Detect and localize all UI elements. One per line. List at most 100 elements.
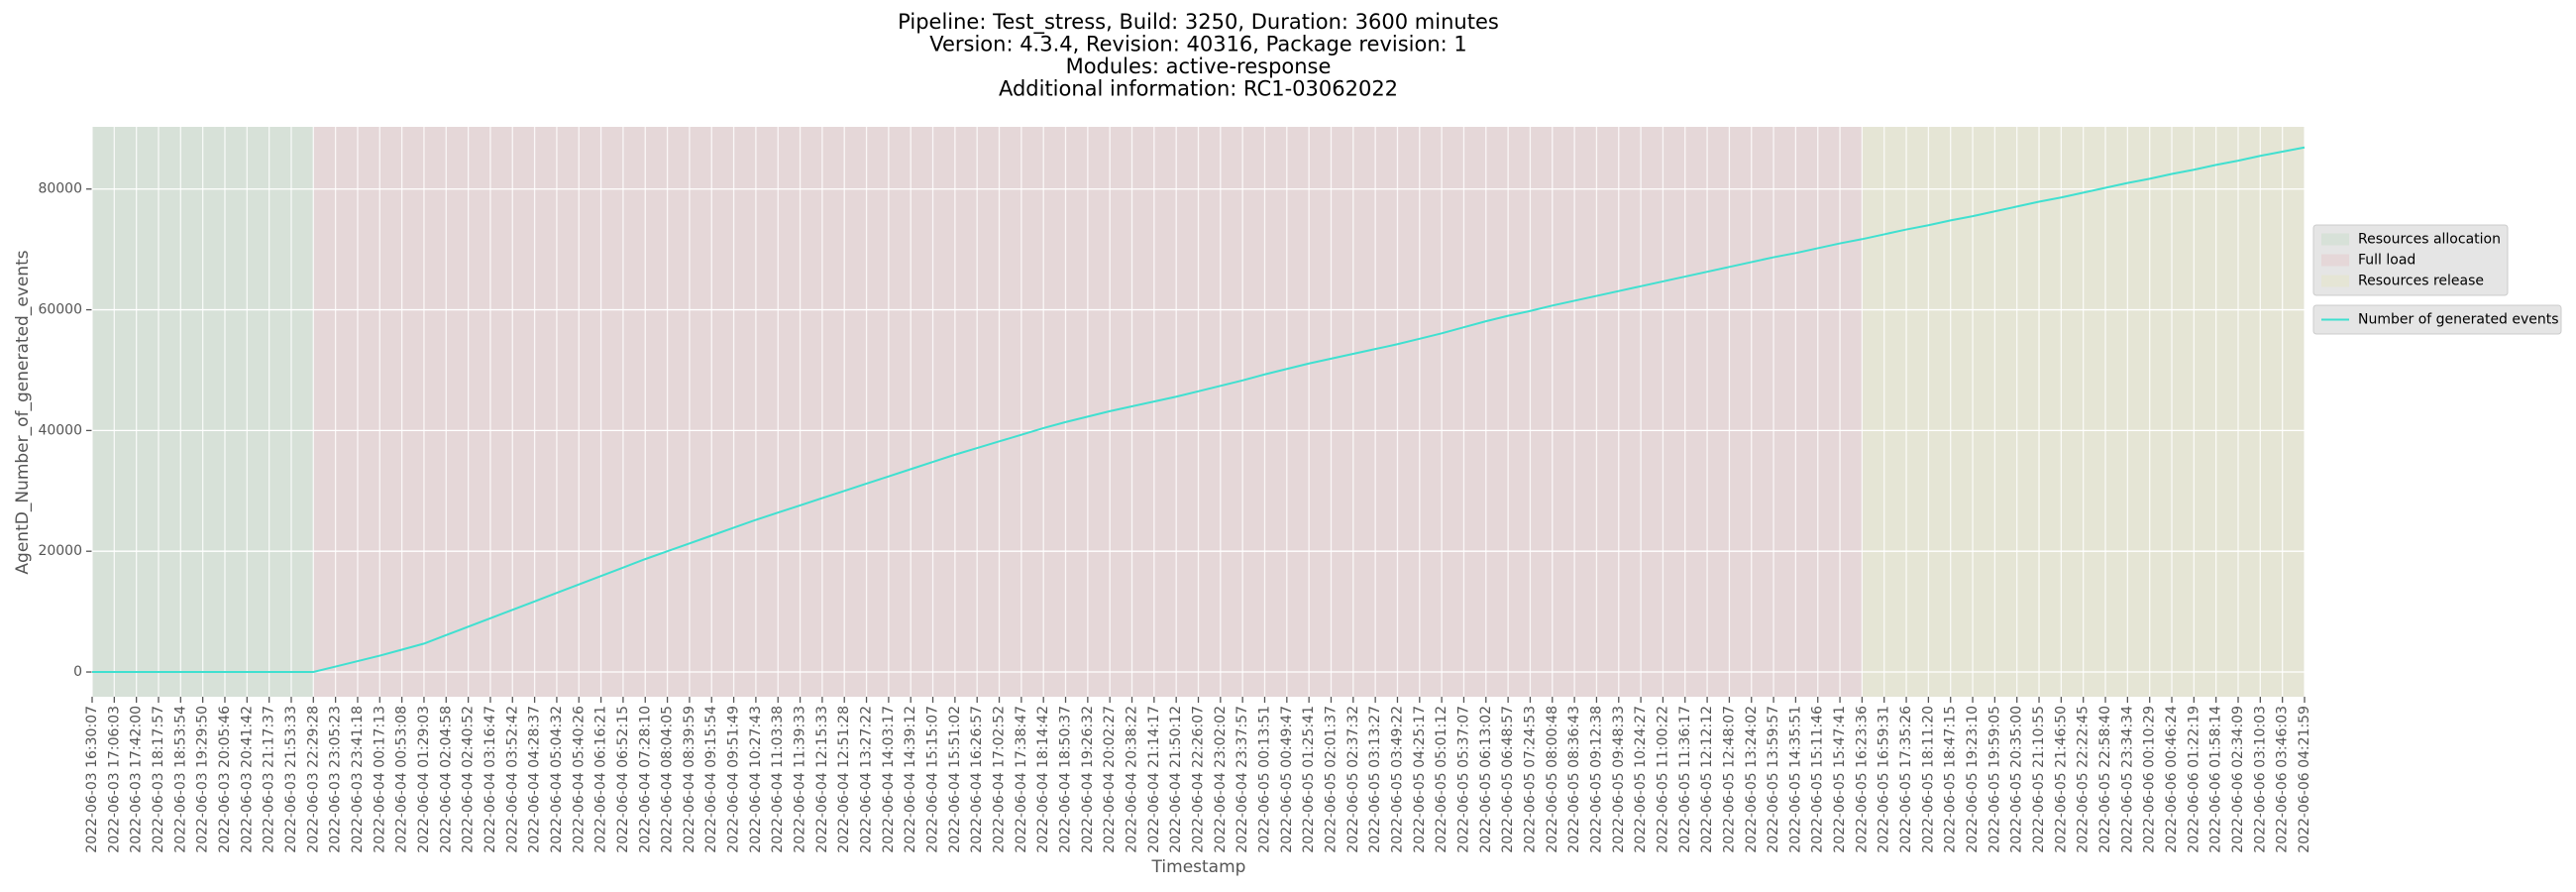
x-tick-label: 2022-06-04 20:02:27 (1102, 706, 1118, 853)
x-tick-label: 2022-06-05 14:35:51 (1787, 706, 1803, 853)
x-tick-label: 2022-06-05 23:34:34 (2119, 706, 2135, 853)
x-tick-label: 2022-06-04 18:14:42 (1035, 706, 1051, 853)
x-tick-label: 2022-06-04 13:27:22 (859, 706, 875, 853)
x-tick-label: 2022-06-06 01:58:14 (2208, 706, 2224, 853)
x-tick-label: 2022-06-05 13:59:57 (1766, 706, 1781, 853)
x-tick-label: 2022-06-05 11:00:22 (1655, 706, 1670, 853)
chart-title: Additional information: RC1-03062022 (999, 77, 1398, 101)
y-tick-label: 40000 (38, 422, 82, 438)
x-tick-label: 2022-06-04 01:29:03 (416, 706, 432, 853)
x-tick-label: 2022-06-04 09:51:49 (726, 706, 742, 853)
x-tick-label: 2022-06-04 04:28:37 (527, 706, 543, 853)
x-tick-label: 2022-06-05 08:00:48 (1545, 706, 1560, 853)
x-tick-label: 2022-06-06 00:10:29 (2142, 706, 2158, 853)
x-tick-label: 2022-06-05 01:25:41 (1301, 706, 1317, 853)
x-tick-label: 2022-06-05 00:13:51 (1256, 706, 1272, 853)
x-tick-label: 2022-06-05 22:58:40 (2097, 706, 2113, 853)
x-tick-label: 2022-06-03 18:53:54 (172, 706, 188, 853)
x-tick-label: 2022-06-03 21:53:33 (283, 706, 299, 853)
x-tick-label: 2022-06-03 17:42:00 (129, 706, 145, 853)
x-tick-label: 2022-06-05 02:01:37 (1323, 706, 1339, 853)
legend-box (2312, 304, 2562, 335)
x-tick-label: 2022-06-05 13:24:02 (1744, 706, 1760, 853)
x-tick-label: 2022-06-04 23:02:02 (1213, 706, 1229, 853)
x-tick-label: 2022-06-05 18:11:20 (1920, 706, 1936, 853)
x-tick-label: 2022-06-03 16:30:07 (84, 706, 100, 853)
x-tick-label: 2022-06-05 19:59:05 (1986, 706, 2002, 853)
x-tick-label: 2022-06-03 23:41:18 (350, 706, 366, 853)
x-tick-label: 2022-06-05 21:10:55 (2031, 706, 2047, 853)
legend-swatch (2321, 254, 2349, 267)
x-tick-label: 2022-06-05 22:22:45 (2076, 706, 2092, 853)
x-tick-label: 2022-06-06 02:34:09 (2230, 706, 2246, 853)
x-tick-label: 2022-06-05 15:11:46 (1810, 706, 1826, 853)
x-tick-label: 2022-06-04 18:50:37 (1058, 706, 1074, 853)
x-tick-label: 2022-06-05 08:36:43 (1566, 706, 1582, 853)
x-tick-label: 2022-06-05 15:47:41 (1832, 706, 1848, 853)
x-tick-label: 2022-06-04 00:17:13 (372, 706, 387, 853)
x-tick-label: 2022-06-04 14:03:17 (881, 706, 897, 853)
x-tick-label: 2022-06-05 03:13:27 (1367, 706, 1383, 853)
x-tick-label: 2022-06-04 10:27:43 (748, 706, 764, 853)
y-axis-label: AgentD_Number_of_generated_events (13, 250, 33, 574)
x-tick-label: 2022-06-04 15:51:02 (947, 706, 963, 853)
x-tick-label: 2022-06-03 19:29:50 (195, 706, 211, 853)
x-tick-label: 2022-06-04 16:26:57 (969, 706, 985, 853)
x-tick-label: 2022-06-04 05:04:32 (549, 706, 565, 853)
x-tick-label: 2022-06-04 17:02:52 (992, 706, 1008, 853)
legend-label: Resources release (2358, 274, 2484, 289)
legend-box (2312, 224, 2509, 296)
legend-swatch (2321, 275, 2349, 287)
x-tick-label: 2022-06-04 19:26:32 (1080, 706, 1096, 853)
x-tick-label: 2022-06-05 10:24:27 (1633, 706, 1649, 853)
legend-swatch (2321, 233, 2349, 246)
x-tick-label: 2022-06-04 20:38:22 (1125, 706, 1140, 853)
x-tick-label: 2022-06-04 12:51:28 (836, 706, 852, 853)
x-tick-label: 2022-06-04 07:28:10 (637, 706, 653, 853)
x-tick-label: 2022-06-05 20:35:00 (2009, 706, 2025, 853)
y-tick-label: 80000 (38, 181, 82, 197)
x-tick-label: 2022-06-04 02:40:52 (461, 706, 477, 853)
chart-title: Version: 4.3.4, Revision: 40316, Package… (929, 33, 1467, 56)
x-tick-label: 2022-06-04 15:15:07 (925, 706, 941, 853)
x-tick-label: 2022-06-04 21:14:17 (1146, 706, 1162, 853)
x-tick-label: 2022-06-04 03:52:42 (504, 706, 520, 853)
x-tick-label: 2022-06-05 18:47:15 (1943, 706, 1959, 853)
chart-title: Pipeline: Test_stress, Build: 3250, Dura… (898, 10, 1499, 35)
x-tick-label: 2022-06-04 21:50:12 (1168, 706, 1184, 853)
x-tick-label: 2022-06-05 16:23:36 (1854, 706, 1870, 853)
x-tick-label: 2022-06-06 04:21:59 (2297, 706, 2312, 853)
chart-title: Modules: active-response (1066, 55, 1332, 78)
x-tick-label: 2022-06-05 05:01:12 (1434, 706, 1449, 853)
x-tick-label: 2022-06-05 19:23:10 (1965, 706, 1981, 853)
x-tick-label: 2022-06-04 03:16:47 (483, 706, 498, 853)
x-tick-label: 2022-06-03 20:05:46 (217, 706, 233, 853)
x-tick-label: 2022-06-03 21:17:37 (262, 706, 277, 853)
x-tick-label: 2022-06-05 03:49:22 (1389, 706, 1405, 853)
x-tick-label: 2022-06-05 02:37:32 (1345, 706, 1361, 853)
x-tick-label: 2022-06-06 01:22:19 (2186, 706, 2201, 853)
x-tick-label: 2022-06-04 02:04:58 (438, 706, 454, 853)
x-tick-label: 2022-06-05 09:12:38 (1588, 706, 1604, 853)
x-tick-label: 2022-06-04 17:38:47 (1014, 706, 1029, 853)
y-tick-label: 60000 (38, 302, 82, 318)
x-tick-label: 2022-06-04 08:04:05 (660, 706, 676, 853)
x-tick-label: 2022-06-05 06:13:02 (1478, 706, 1494, 853)
x-tick-label: 2022-06-05 07:24:53 (1522, 706, 1538, 853)
x-tick-label: 2022-06-05 06:48:57 (1500, 706, 1516, 853)
x-tick-label: 2022-06-04 23:37:57 (1234, 706, 1250, 853)
x-tick-label: 2022-06-04 22:26:07 (1191, 706, 1207, 853)
x-tick-label: 2022-06-04 11:39:33 (793, 706, 808, 853)
x-tick-label: 2022-06-03 18:17:57 (151, 706, 166, 853)
y-tick-label: 20000 (38, 543, 82, 559)
x-tick-label: 2022-06-05 16:59:31 (1877, 706, 1892, 853)
x-tick-label: 2022-06-05 12:12:12 (1699, 706, 1715, 853)
legend-label: Resources allocation (2358, 232, 2501, 248)
x-tick-label: 2022-06-05 21:46:50 (2053, 706, 2069, 853)
x-tick-label: 2022-06-03 17:06:03 (106, 706, 122, 853)
legend-label: Full load (2358, 253, 2415, 269)
x-tick-label: 2022-06-04 12:15:33 (814, 706, 830, 853)
legend-label: Number of generated events (2358, 312, 2559, 328)
x-tick-label: 2022-06-03 22:29:28 (305, 706, 321, 853)
